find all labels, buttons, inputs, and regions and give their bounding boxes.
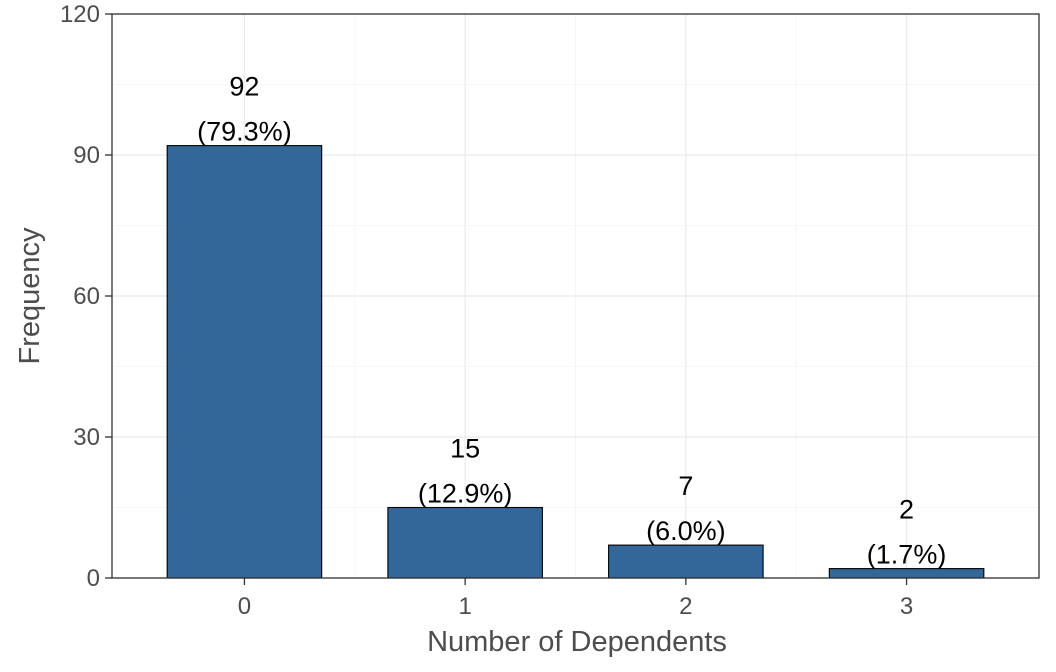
data-label-percent: (1.7%): [867, 540, 947, 570]
y-tick-label: 120: [60, 1, 100, 28]
x-axis-title: Number of Dependents: [427, 626, 727, 658]
y-axis-title: Frequency: [14, 227, 46, 365]
data-labels: (79.3%) 92 (12.9%) 15 (6.0%) 7 (1.7%) 2: [197, 72, 946, 570]
x-axis: 0 1 2 3: [238, 578, 913, 620]
y-tick-label: 90: [73, 142, 100, 169]
bar-0: [166, 145, 323, 579]
data-label-count: 92: [229, 72, 259, 102]
data-label-count: 7: [678, 471, 693, 501]
data-label-percent: (79.3%): [197, 117, 292, 147]
x-tick-label: 0: [238, 593, 251, 620]
y-tick-label: 30: [73, 424, 100, 451]
data-label-percent: (6.0%): [646, 516, 726, 546]
bar-3: [828, 568, 985, 579]
data-label-percent: (12.9%): [418, 479, 513, 509]
bar-1: [387, 506, 543, 579]
x-tick-label: 2: [679, 593, 692, 620]
data-label-count: 2: [899, 495, 914, 525]
x-tick-label: 1: [458, 593, 471, 620]
x-tick-label: 3: [900, 593, 913, 620]
y-tick-label: 0: [87, 565, 100, 592]
data-label-count: 15: [450, 434, 480, 464]
y-axis: 0 30 60 90 120: [60, 1, 112, 592]
y-tick-label: 60: [73, 283, 100, 310]
bar-2: [608, 544, 764, 579]
bars: [166, 145, 985, 579]
